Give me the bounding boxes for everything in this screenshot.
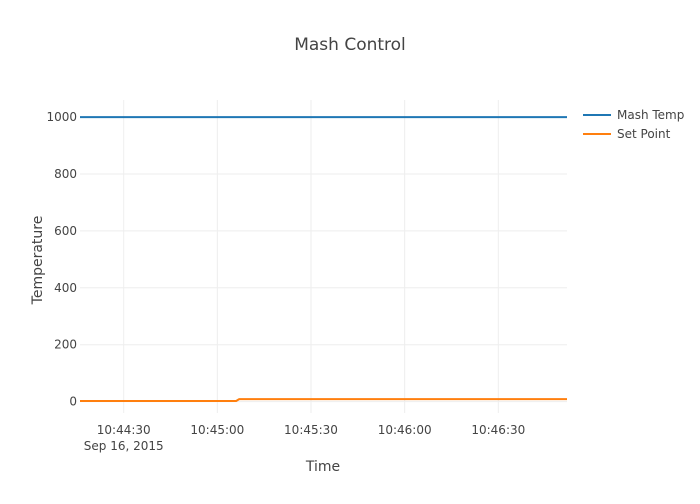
x-axis-title: Time	[305, 459, 340, 475]
x-tick-date-label: Sep 16, 2015	[84, 439, 164, 453]
y-tick-label: 800	[54, 167, 77, 181]
x-tick-label: 10:45:30	[284, 423, 338, 437]
legend-label: Set Point	[617, 127, 671, 141]
x-tick-label: 10:46:30	[471, 423, 525, 437]
y-axis-title: Temperature	[30, 216, 46, 306]
x-tick-label: 10:46:00	[378, 423, 432, 437]
y-tick-label: 400	[54, 281, 77, 295]
y-tick-label: 0	[69, 395, 77, 409]
series-line-set-point	[80, 398, 567, 402]
chart-title: Mash Control	[294, 35, 406, 55]
grid-lines	[80, 100, 567, 413]
y-tick-label: 600	[54, 224, 77, 238]
x-tick-label: 10:44:30	[97, 423, 151, 437]
legend-label: Mash Temp	[617, 108, 684, 122]
x-axis-ticks: 10:44:30 Sep 16, 2015 10:45:00 10:45:30 10:4…	[84, 423, 526, 453]
y-tick-label: 200	[54, 338, 77, 352]
legend: Mash Temp Set Point	[583, 108, 684, 141]
y-tick-label: 1000	[46, 110, 77, 124]
series-lines	[80, 116, 567, 402]
x-tick-label: 10:45:00	[190, 423, 244, 437]
y-axis-ticks: 0 200 400 600 800 1000	[46, 110, 77, 409]
